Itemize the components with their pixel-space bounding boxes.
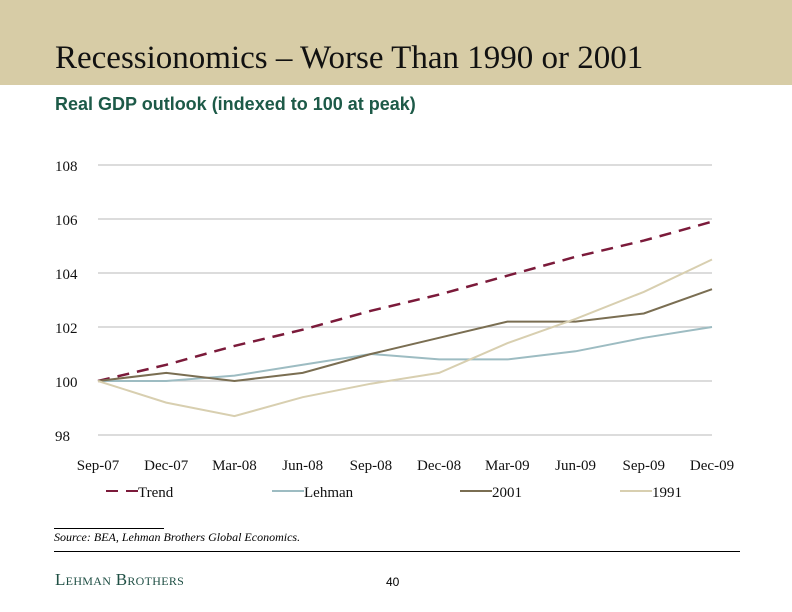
x-tick-label: Dec-08 xyxy=(417,458,461,474)
header-band xyxy=(0,0,792,85)
chart-subtitle: Real GDP outlook (indexed to 100 at peak… xyxy=(55,94,416,114)
x-tick-label: Jun-09 xyxy=(555,458,596,474)
legend-label-trend: Trend xyxy=(138,485,174,501)
x-tick-label: Dec-07 xyxy=(144,458,189,474)
legend-label-1991: 1991 xyxy=(652,485,682,501)
y-tick-label: 104 xyxy=(55,267,78,283)
series-line-trend xyxy=(97,220,713,383)
page-number: 40 xyxy=(386,575,400,589)
footer-divider xyxy=(54,551,740,552)
page-title: Recessionomics – Worse Than 1990 or 2001 xyxy=(55,40,644,76)
lehman-logo: Lehman Brothers xyxy=(55,570,185,589)
y-tick-label: 106 xyxy=(55,213,78,229)
x-tick-label: Mar-09 xyxy=(485,458,530,474)
y-tick-label: 100 xyxy=(55,375,78,391)
series-line-1991 xyxy=(97,258,713,418)
source-divider xyxy=(54,528,164,529)
x-tick-label: Jun-08 xyxy=(282,458,323,474)
x-tick-label: Sep-08 xyxy=(350,458,393,474)
source-note: Source: BEA, Lehman Brothers Global Econ… xyxy=(54,530,301,544)
x-tick-label: Sep-09 xyxy=(623,458,666,474)
x-tick-label: Dec-09 xyxy=(690,458,734,474)
y-tick-label: 102 xyxy=(55,321,78,337)
series-line-lehman xyxy=(98,326,713,382)
y-tick-label: 108 xyxy=(55,159,78,175)
x-tick-label: Mar-08 xyxy=(212,458,257,474)
series-line-2001 xyxy=(97,288,713,383)
x-tick-label: Sep-07 xyxy=(77,458,120,474)
legend-label-lehman: Lehman xyxy=(304,485,354,501)
legend-label-2001: 2001 xyxy=(492,485,522,501)
y-tick-label: 98 xyxy=(55,429,70,445)
